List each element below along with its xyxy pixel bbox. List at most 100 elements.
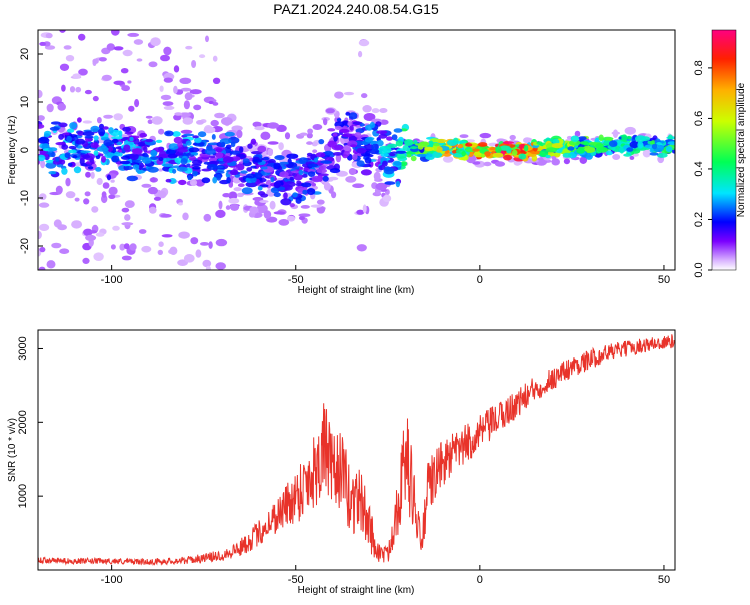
heatmap-cell [169, 246, 178, 255]
heatmap-cell [55, 142, 66, 146]
heatmap-cell [300, 205, 310, 209]
heatmap-cell [149, 206, 157, 214]
heatmap-cell [509, 134, 516, 141]
heatmap-cell [69, 122, 78, 130]
heatmap-cell [383, 167, 395, 175]
heatmap-cell [307, 163, 319, 168]
heatmap-cell [642, 149, 651, 158]
heatmap-cell [582, 141, 590, 146]
heatmap-cell [378, 133, 388, 139]
heatmap-cell [55, 185, 63, 195]
heatmap-cell [579, 156, 588, 164]
heatmap-cell [545, 154, 551, 159]
heatmap-cell [48, 147, 58, 152]
heatmap-cell [212, 176, 218, 184]
heatmap-cell [332, 152, 343, 156]
heatmap-cell [208, 155, 216, 159]
heatmap-cell [173, 136, 183, 144]
heatmap-cell [177, 142, 183, 148]
heatmap-cell [113, 113, 123, 121]
heatmap-cell [349, 124, 354, 131]
heatmap-cell [316, 206, 326, 214]
heatmap-cell [233, 187, 242, 192]
heatmap-cell [82, 120, 93, 124]
heatmap-cell [502, 141, 514, 145]
heatmap-cell [147, 186, 158, 195]
heatmap-x-axis-label: Height of straight line (km) [298, 285, 415, 296]
colorbar-tick-label: 0.4 [693, 161, 705, 176]
snr-x-tick-label: -50 [288, 574, 304, 586]
heatmap-cell [158, 241, 164, 247]
heatmap-cell [362, 105, 372, 113]
heatmap-cell [68, 149, 77, 154]
heatmap-cell [347, 121, 353, 127]
heatmap-cell [101, 155, 106, 163]
heatmap-cell [59, 63, 70, 71]
heatmap-cell [57, 224, 67, 231]
heatmap-cell [292, 192, 298, 198]
snr-x-tick-label: 50 [658, 574, 670, 586]
heatmap-cell [64, 132, 70, 136]
heatmap-cell [499, 145, 511, 151]
heatmap-cell [442, 155, 454, 163]
heatmap-cell [113, 46, 124, 51]
heatmap-cell [205, 35, 209, 43]
heatmap-cell [378, 165, 386, 171]
heatmap-cell [57, 103, 66, 111]
heatmap-cell [133, 39, 144, 45]
heatmap-cell [230, 141, 236, 147]
heatmap-cell [616, 139, 622, 147]
heatmap-cell [218, 200, 223, 210]
heatmap-cell [222, 193, 231, 198]
colorbar-ticks: 0.0 0.2 0.4 0.6 0.8 [693, 60, 712, 278]
heatmap-cell [147, 166, 159, 173]
heatmap-cell [69, 86, 76, 93]
heatmap-cell [111, 30, 120, 36]
heatmap-cell [205, 265, 211, 270]
heatmap-cell [162, 101, 174, 106]
heatmap-cell [126, 175, 138, 182]
heatmap-cell [96, 177, 103, 186]
heatmap-cell [334, 125, 342, 130]
heatmap-cell [64, 152, 71, 159]
heatmap-cell [361, 93, 368, 99]
heatmap-cell [324, 150, 333, 156]
snr-y-tick-label: 1000 [17, 484, 29, 508]
heatmap-cell [108, 186, 118, 196]
snr-x-tick-label: -100 [101, 574, 123, 586]
heatmap-cell [311, 175, 322, 183]
heatmap-cell [93, 135, 99, 141]
heatmap-cell [257, 145, 267, 153]
heatmap-cell [354, 132, 362, 138]
heatmap-cell [93, 252, 104, 261]
heatmap-cell [176, 166, 188, 172]
heatmap-cell [359, 123, 365, 127]
heatmap-cell [395, 152, 408, 159]
heatmap-cell [435, 146, 443, 153]
heatmap-cell [250, 165, 257, 169]
heatmap-cell [325, 108, 335, 114]
heatmap-cell [406, 153, 412, 158]
heatmap-cell [195, 249, 202, 258]
heatmap-cell [209, 160, 220, 165]
heatmap-cell [278, 142, 284, 151]
heatmap-cells [38, 30, 675, 270]
heatmap-cell [518, 153, 527, 160]
heatmap-cell [657, 144, 665, 151]
heatmap-cell [331, 144, 344, 151]
snr-y-tick-label: 2000 [17, 410, 29, 434]
heatmap-cell [38, 154, 46, 162]
snr-y-axis-label: SNR (10 * v/v) [7, 418, 18, 482]
heatmap-cell [161, 234, 173, 238]
heatmap-cell [132, 164, 140, 170]
heatmap-cell [336, 118, 342, 122]
heatmap-cell [158, 157, 164, 162]
heatmap-cell [492, 152, 504, 158]
heatmap-cell [72, 155, 78, 159]
heatmap-cell [192, 166, 201, 170]
heatmap-cell [196, 120, 204, 125]
heatmap-cell [216, 173, 222, 181]
heatmap-cell [178, 231, 190, 239]
heatmap-cell [595, 143, 604, 149]
heatmap-cell [67, 128, 75, 133]
